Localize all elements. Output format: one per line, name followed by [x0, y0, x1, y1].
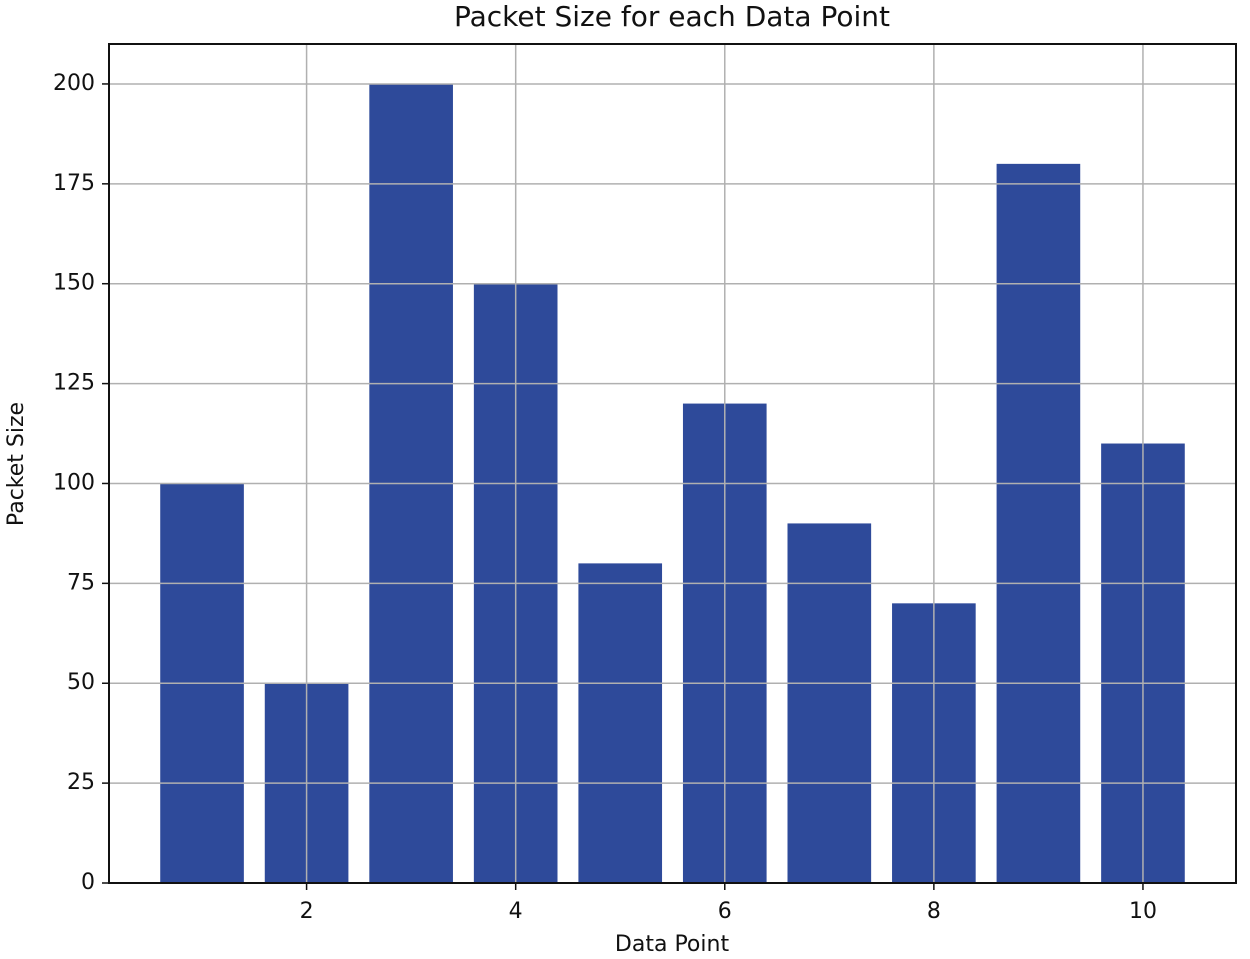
x-axis-label: Data Point — [615, 932, 730, 957]
x-tick-label: 2 — [300, 899, 314, 924]
y-tick-label: 200 — [53, 71, 95, 96]
bar — [578, 563, 663, 883]
x-tick-label: 6 — [718, 899, 732, 924]
x-tick-label: 10 — [1129, 899, 1157, 924]
y-axis-label: Packet Size — [4, 402, 29, 526]
y-tick-label: 25 — [67, 770, 95, 795]
y-tick-label: 0 — [81, 870, 95, 895]
y-tick-label: 50 — [67, 670, 95, 695]
y-tick-label: 150 — [53, 271, 95, 296]
bar — [787, 523, 872, 883]
y-tick-label: 100 — [53, 470, 95, 495]
plot-frame — [108, 43, 1237, 884]
x-tick-label: 4 — [509, 899, 523, 924]
chart-title: Packet Size for each Data Point — [454, 0, 890, 33]
y-tick-label: 175 — [53, 171, 95, 196]
y-tick-label: 125 — [53, 371, 95, 396]
y-tick-label: 75 — [67, 570, 95, 595]
bar — [996, 163, 1081, 883]
x-tick-label: 8 — [927, 899, 941, 924]
